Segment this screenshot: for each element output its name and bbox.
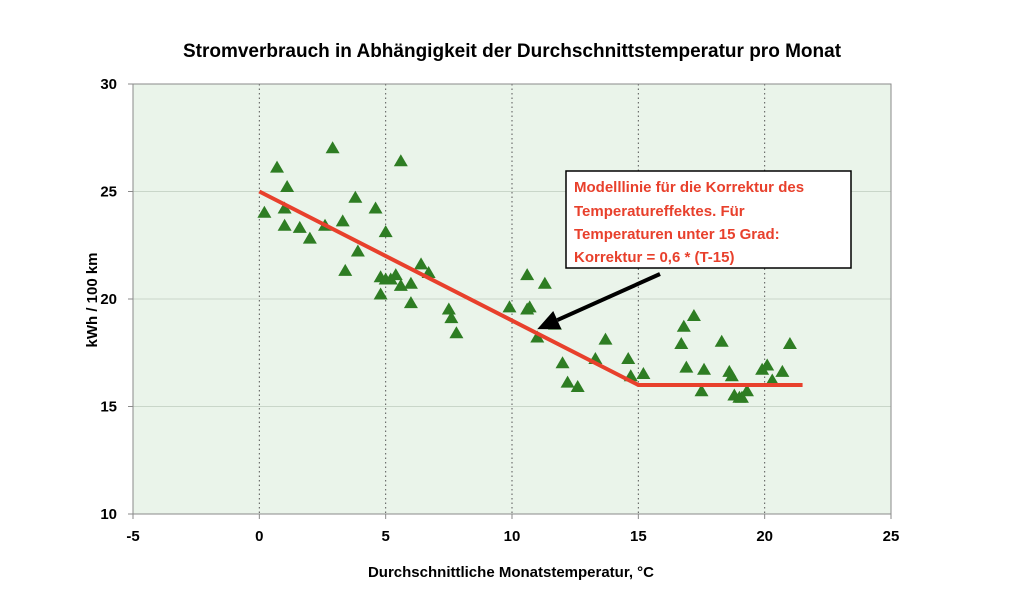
data-point [393,154,408,167]
data-point [444,311,459,324]
model-line-group [258,189,803,387]
data-point [302,231,317,244]
data-point [697,362,712,375]
y-axis-ticks: 10 15 20 25 30 [100,76,133,523]
data-point [441,302,456,315]
data-point [338,263,353,276]
data-point [373,287,388,300]
data-point [270,160,285,173]
annotation-line-4: Korrektur = 0,6 * (T-15) [574,249,734,266]
data-point [560,375,575,388]
data-point [388,268,403,281]
chart-title: Stromverbrauch in Abhängigkeit der Durch… [183,41,842,62]
data-point [325,141,340,154]
data-point [414,257,429,270]
data-point [734,390,749,403]
data-point [570,379,585,392]
data-point [277,218,292,231]
data-point [775,364,790,377]
data-point [350,244,365,257]
data-point [520,302,535,315]
data-point [280,180,295,192]
data-point [694,384,709,397]
scatter-series [257,141,797,403]
y-tick-label: 25 [100,184,117,201]
x-tick-label: 20 [756,528,773,545]
annotation-box [565,170,852,269]
data-point [621,352,636,364]
data-point [724,369,739,382]
x-tick-label: 5 [381,528,389,545]
x-axis-ticks: -5 0 5 10 15 20 25 [126,514,899,545]
y-tick-label: 30 [100,76,117,93]
plot-frame [132,83,892,515]
data-point [782,336,797,349]
data-point [739,384,754,397]
data-point [555,356,570,369]
x-tick-label: -5 [126,528,139,545]
y-tick-label: 15 [100,399,117,416]
annotation-line-1: Modelllinie für die Korrektur des [574,179,804,196]
annotation-line-3: Temperaturen unter 15 Grad: [574,226,780,243]
model-line [258,189,803,387]
y-axis-label: kWh / 100 km [84,252,101,347]
x-tick-label: 25 [883,528,900,545]
data-point [292,220,307,233]
x-tick-label: 0 [255,528,263,545]
data-point [765,373,780,386]
data-point [520,268,535,281]
data-point [449,326,464,339]
data-point [676,319,691,332]
data-point [598,332,613,345]
data-point [530,330,545,343]
data-point [378,225,393,238]
data-point [714,334,729,347]
x-tick-label: 10 [504,528,521,545]
data-point [335,214,350,227]
data-point [760,358,775,371]
data-point [502,300,517,313]
data-point [403,296,418,309]
data-point [393,278,408,291]
y-tick-label: 20 [100,291,117,308]
annotation-arrow-head [537,310,562,330]
data-point [403,276,418,289]
data-point [537,276,552,289]
y-tick-label: 10 [100,506,117,523]
data-point [679,360,694,373]
x-tick-label: 15 [630,528,647,545]
data-point [674,336,689,349]
data-point [348,190,363,203]
data-point [257,205,272,218]
data-point [277,201,292,214]
annotation-arrow-shaft [556,272,661,322]
data-point [686,309,701,321]
x-axis-label: Durchschnittliche Monatstemperatur, °C [368,564,654,581]
annotation-line-2: Temperatureffektes. Für [574,203,745,220]
data-point [368,201,383,214]
data-point [636,367,651,380]
annotation-group: Modelllinie für die Korrektur des Temper… [537,170,852,330]
